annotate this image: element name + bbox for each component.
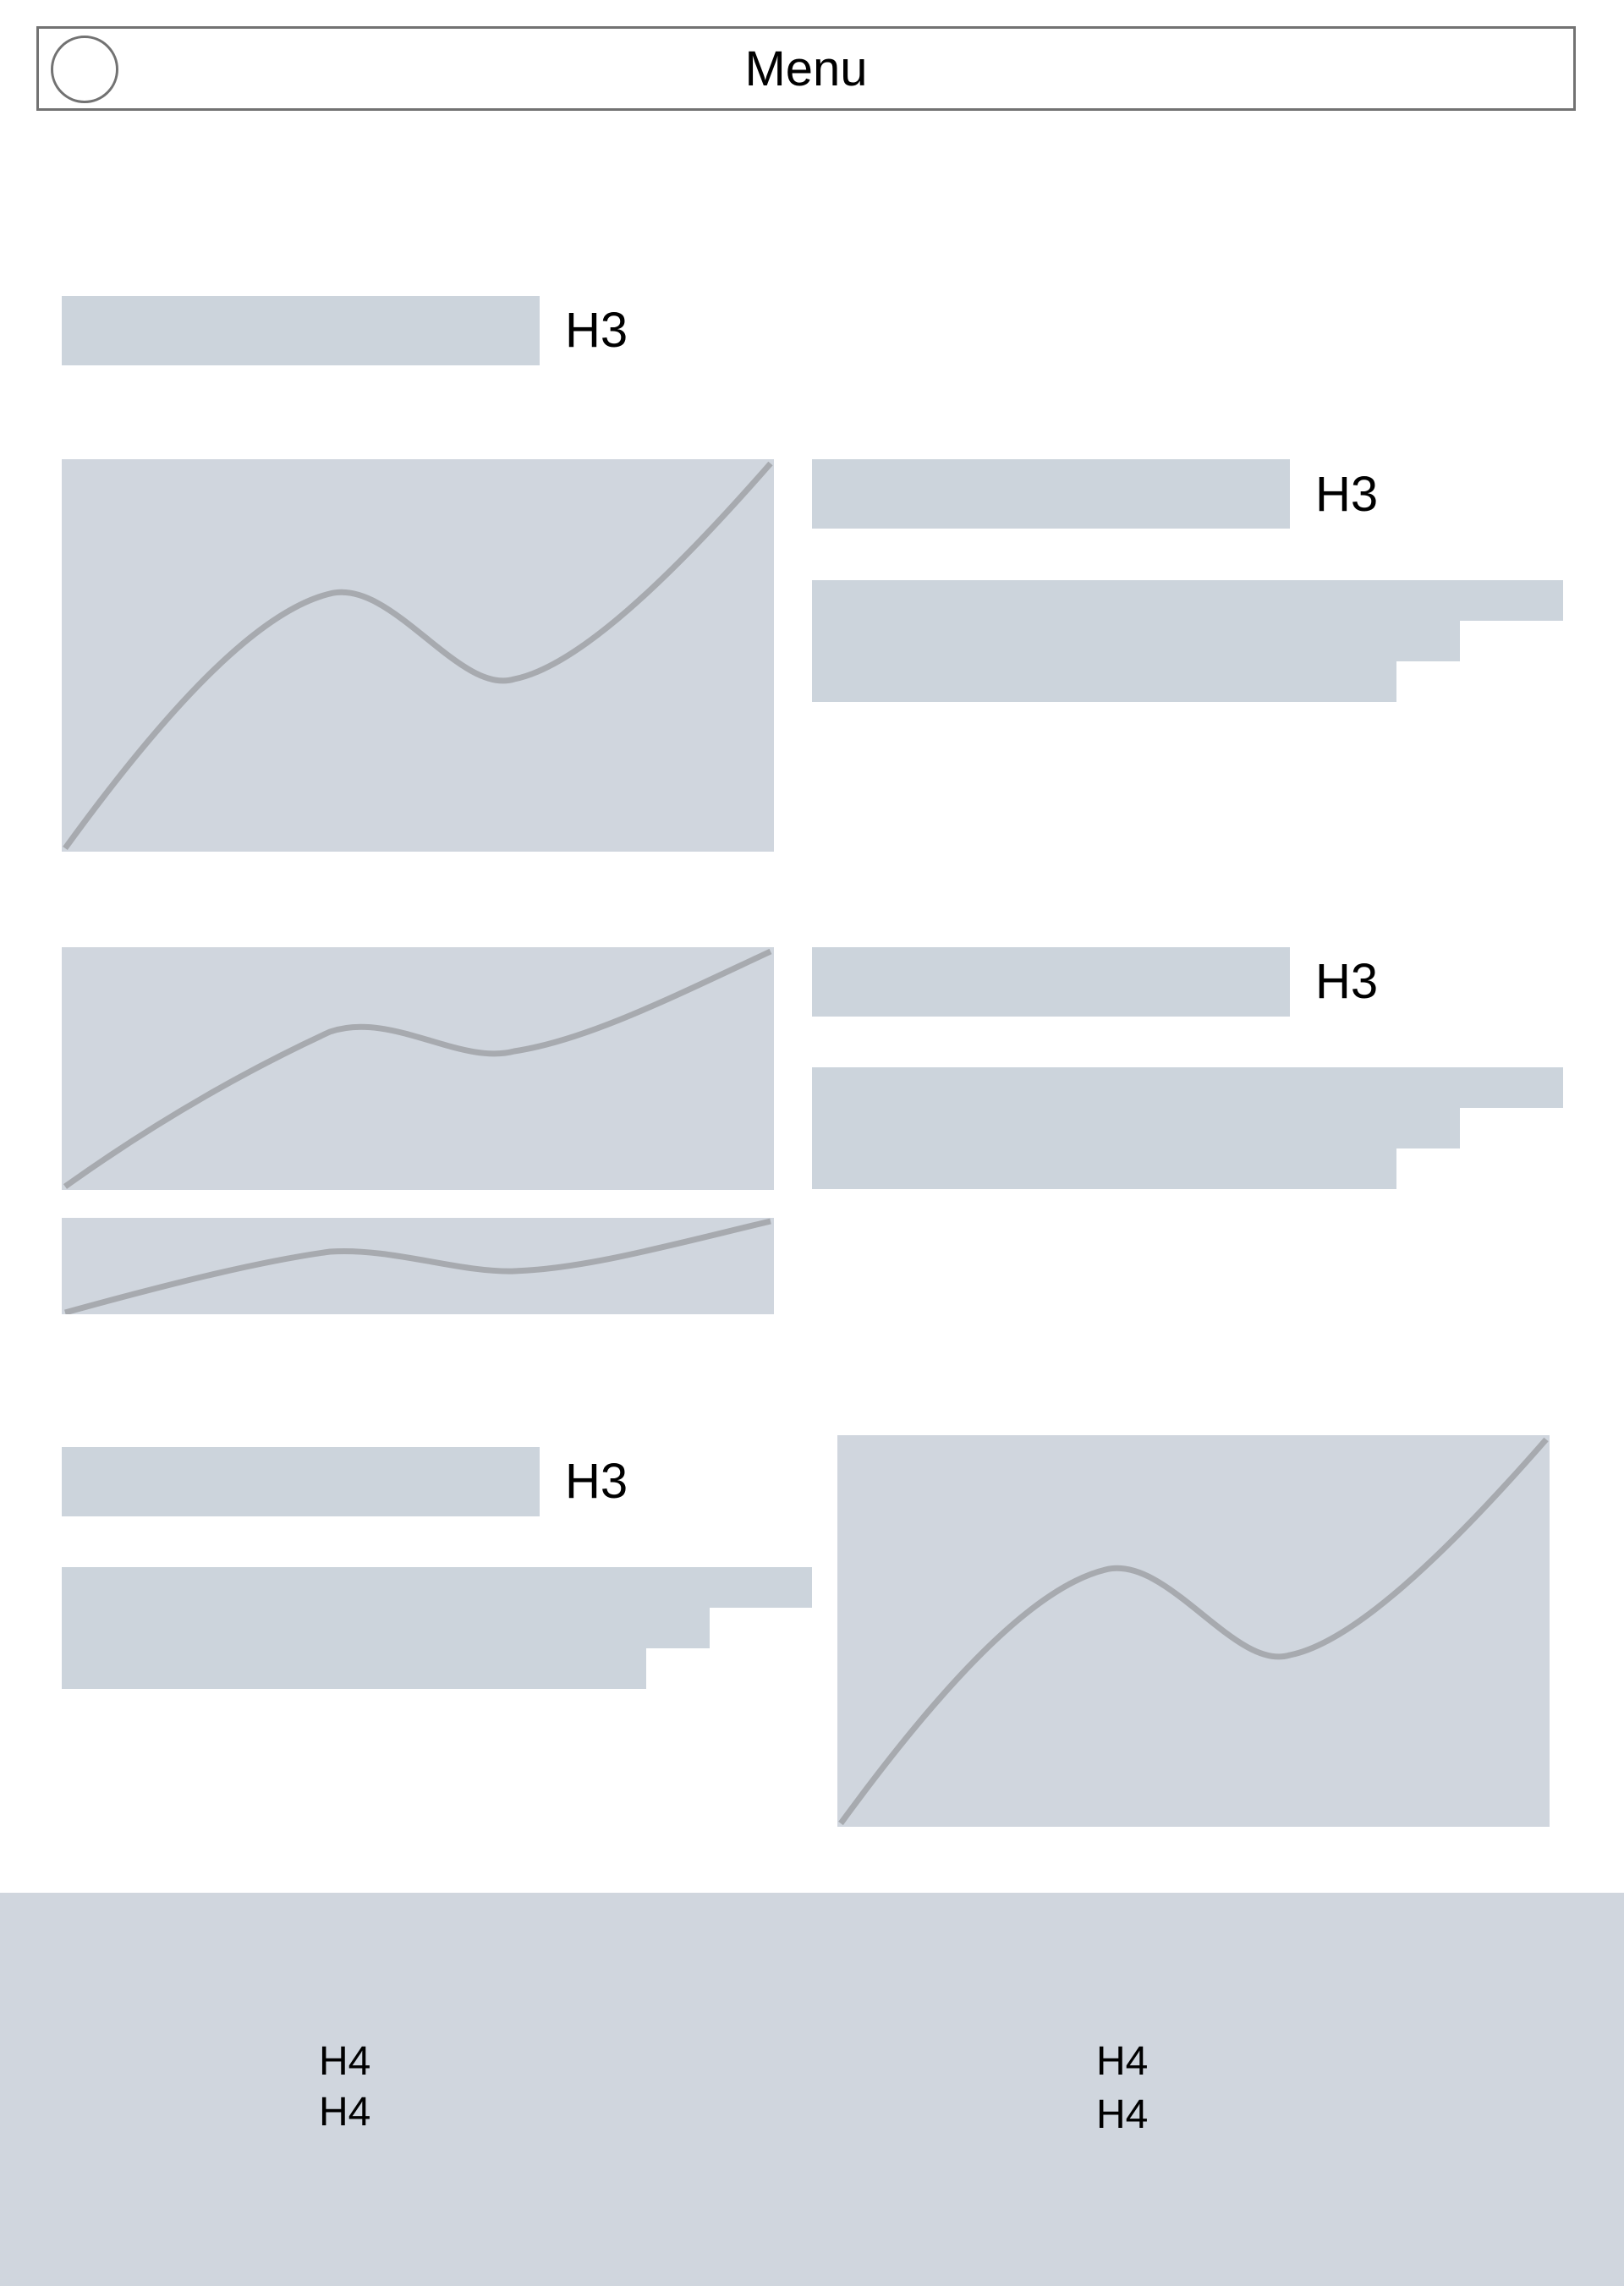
menu-bar[interactable]: Menu bbox=[36, 26, 1576, 111]
image-placeholder bbox=[837, 1435, 1550, 1827]
footer-heading: H4 bbox=[1096, 2039, 1149, 2084]
footer: H4 H4 H4 H4 bbox=[0, 1893, 1624, 2286]
text-line bbox=[812, 580, 1563, 621]
title-placeholder-bar bbox=[812, 459, 1290, 529]
footer-heading: H4 bbox=[319, 2090, 371, 2135]
text-line bbox=[812, 1067, 1563, 1108]
text-line bbox=[62, 1567, 812, 1608]
text-block-placeholder bbox=[62, 1567, 812, 1689]
menu-label[interactable]: Menu bbox=[744, 41, 868, 96]
circle-icon[interactable] bbox=[51, 36, 118, 103]
section-heading: H3 bbox=[1315, 954, 1379, 1009]
title-placeholder-bar bbox=[812, 947, 1290, 1017]
title-placeholder-bar bbox=[62, 1447, 540, 1516]
text-line bbox=[62, 1608, 710, 1648]
image-placeholder bbox=[62, 947, 774, 1190]
section-heading: H3 bbox=[565, 1454, 628, 1509]
footer-heading: H4 bbox=[319, 2039, 371, 2084]
text-line bbox=[812, 661, 1396, 702]
section-heading: H3 bbox=[565, 303, 628, 358]
image-placeholder bbox=[62, 459, 774, 852]
text-line bbox=[812, 1108, 1460, 1148]
footer-heading: H4 bbox=[1096, 2092, 1149, 2137]
text-line bbox=[62, 1648, 646, 1689]
image-placeholder bbox=[62, 1218, 774, 1314]
section-heading: H3 bbox=[1315, 467, 1379, 522]
text-line bbox=[812, 621, 1460, 661]
text-line bbox=[812, 1148, 1396, 1189]
text-block-placeholder bbox=[812, 1067, 1563, 1189]
title-placeholder-bar bbox=[62, 296, 540, 365]
text-block-placeholder bbox=[812, 580, 1563, 702]
